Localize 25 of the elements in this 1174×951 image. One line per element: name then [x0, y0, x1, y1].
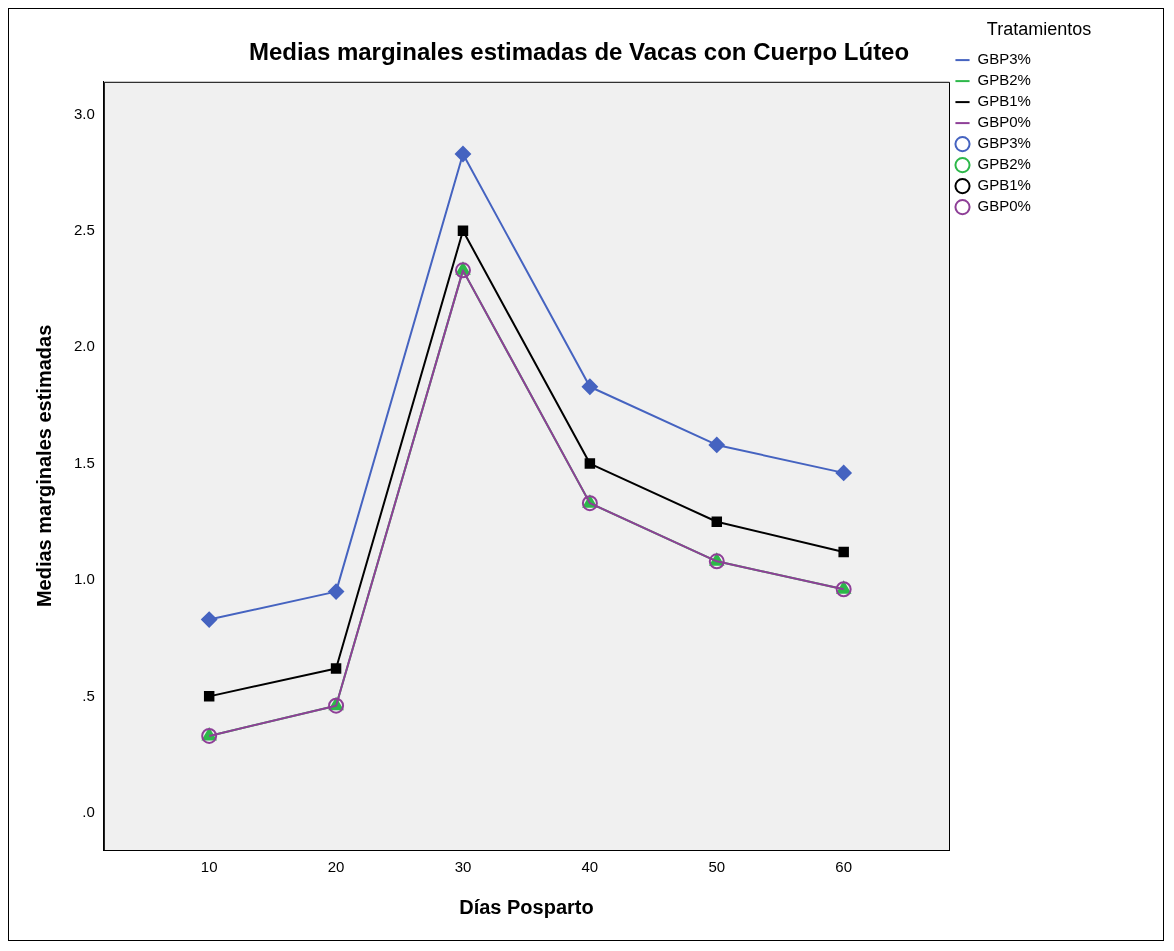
x-tick-label: 40 — [581, 858, 599, 876]
text: GPB1% — [977, 92, 1031, 110]
y-tick-label: .5 — [82, 686, 95, 704]
y-tick-label: .0 — [82, 802, 95, 820]
x-tick-label: 20 — [327, 858, 345, 876]
legend-label: GBP3% — [977, 134, 1031, 152]
legend-label: GPB1% — [977, 176, 1031, 194]
x-tick-label: 60 — [835, 858, 853, 876]
x-tick-label: 50 — [708, 858, 726, 876]
x-tick-label: 30 — [454, 858, 472, 876]
text: GPB2% — [977, 71, 1031, 89]
y-axis-title: Medias marginales estimadas — [32, 324, 55, 608]
legend-label: GBP0% — [977, 197, 1031, 215]
legend-label: GPB2% — [977, 155, 1031, 173]
y-tick-label: 1.5 — [73, 453, 95, 471]
x-tick-label: 10 — [200, 858, 218, 876]
chart-title: Medias marginales estimadas de Vacas con Cuerpo Lúteo — [248, 38, 910, 66]
text: GBP3% — [977, 50, 1031, 68]
y-tick-label: 3.0 — [73, 104, 95, 122]
y-tick-label: 1.0 — [73, 570, 95, 588]
y-tick-label: 2.0 — [73, 337, 95, 355]
text: GBP0% — [977, 113, 1031, 131]
legend-title: Tratamientos — [986, 18, 1092, 39]
x-axis-title: Días Posparto — [459, 895, 594, 918]
y-tick-label: 2.5 — [73, 220, 95, 238]
